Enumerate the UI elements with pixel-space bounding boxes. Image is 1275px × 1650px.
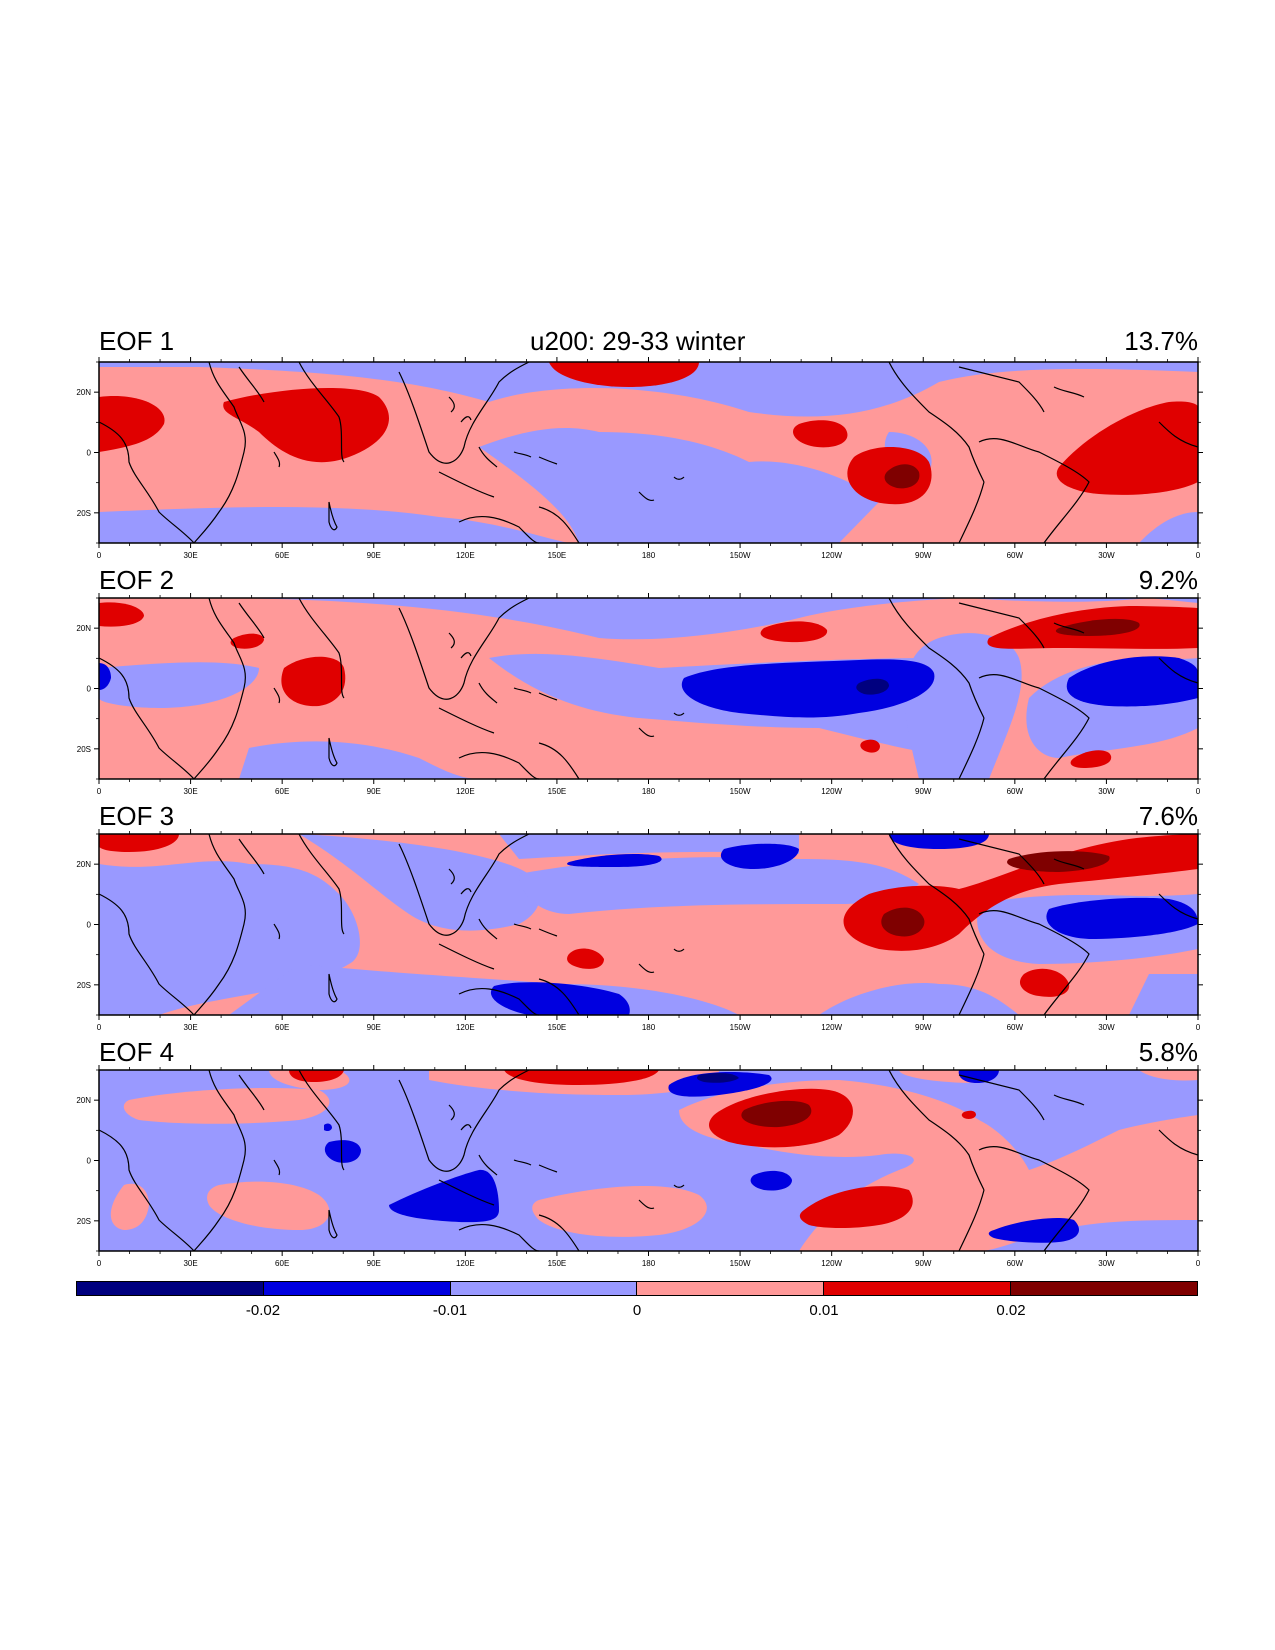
x-tick-label: 30W	[1098, 787, 1115, 796]
x-tick-label: 120W	[821, 1023, 842, 1032]
panel-label: EOF 1	[99, 326, 175, 356]
x-tick-label: 180	[642, 1023, 656, 1032]
x-tick-label: 120E	[456, 787, 475, 796]
x-tick-label: 0	[1196, 787, 1201, 796]
x-tick-label: 90W	[915, 787, 932, 796]
x-tick-label: 150W	[730, 551, 751, 560]
y-tick-label: 20N	[76, 624, 91, 633]
y-tick-label: 20S	[77, 509, 91, 518]
x-tick-label: 90E	[367, 1023, 381, 1032]
x-tick-label: 0	[97, 1259, 102, 1268]
x-tick-label: 30E	[183, 1023, 197, 1032]
colorbar-label: -0.02	[245, 1302, 281, 1319]
eof-map: 20N 0 20S 0 30E 60E 90E 120E 150E 180 150W 120W 90W…	[76, 1065, 1203, 1268]
x-tick-label: 60W	[1007, 1023, 1024, 1032]
colorbar-swatch	[824, 1282, 1012, 1295]
y-tick-label: 20S	[77, 981, 91, 990]
y-tick-label: 0	[87, 1157, 92, 1166]
x-tick-label: 90W	[915, 551, 932, 560]
x-tick-label: 150E	[548, 1259, 567, 1268]
y-tick-label: 20S	[77, 1217, 91, 1226]
y-tick-label: 20S	[77, 745, 91, 754]
colorbar	[76, 1281, 1198, 1296]
x-tick-label: 30W	[1098, 1259, 1115, 1268]
x-tick-label: 0	[97, 1023, 102, 1032]
x-tick-label: 150W	[730, 1259, 751, 1268]
y-tick-label: 0	[87, 685, 92, 694]
eof-map: 20N 0 20S 0 30E 60E 90E 120E 150E 180 150W 120W 90W…	[76, 829, 1203, 1032]
x-tick-label: 90E	[367, 1259, 381, 1268]
panel-variance: 5.8%	[1138, 1037, 1198, 1067]
panel-label: EOF 2	[99, 565, 175, 595]
x-tick-label: 30W	[1098, 551, 1115, 560]
panel-variance: 13.7%	[1124, 326, 1198, 356]
y-tick-label: 20N	[76, 860, 91, 869]
x-tick-label: 60E	[275, 1259, 289, 1268]
x-tick-label: 0	[1196, 1023, 1201, 1032]
eof-panel-3: EOF 3 7.6%	[76, 790, 1203, 1032]
colorbar-label: 0.01	[809, 1302, 839, 1319]
x-tick-label: 120W	[821, 551, 842, 560]
panel-label: EOF 3	[99, 801, 175, 831]
x-tick-label: 120E	[456, 1023, 475, 1032]
x-tick-label: 120W	[821, 1259, 842, 1268]
colorbar-swatch	[450, 1282, 638, 1295]
y-tick-label: 0	[87, 449, 92, 458]
x-tick-label: 0	[97, 787, 102, 796]
eof-panel-1: EOF 1 13.7%	[76, 318, 1203, 560]
x-tick-label: 60W	[1007, 787, 1024, 796]
main-title: u200: 29-33 winter	[530, 326, 746, 356]
eof-panel-2: EOF 2 9.2%	[76, 554, 1203, 796]
x-tick-label: 60W	[1007, 1259, 1024, 1268]
colorbar-swatch	[263, 1282, 451, 1295]
x-tick-label: 0	[97, 551, 102, 560]
colorbar-swatch	[77, 1282, 264, 1295]
x-tick-label: 150E	[548, 787, 567, 796]
x-tick-label: 30E	[183, 551, 197, 560]
x-tick-label: 180	[642, 551, 656, 560]
colorbar-label: 0.02	[996, 1302, 1026, 1319]
panel-variance: 9.2%	[1138, 565, 1198, 595]
x-tick-label: 60E	[275, 551, 289, 560]
x-tick-label: 30W	[1098, 1023, 1115, 1032]
x-tick-label: 150W	[730, 1023, 751, 1032]
eof-map: 20N 0 20S 0 30E 60E 90E 120E 150E 180 150W 120W 90W…	[76, 593, 1203, 796]
x-tick-label: 120E	[456, 1259, 475, 1268]
y-tick-label: 20N	[76, 1096, 91, 1105]
x-tick-label: 150W	[730, 787, 751, 796]
x-tick-label: 30E	[183, 787, 197, 796]
x-tick-label: 90W	[915, 1023, 932, 1032]
x-tick-label: 150E	[548, 1023, 567, 1032]
panel-variance: 7.6%	[1138, 801, 1198, 831]
y-tick-label: 0	[87, 921, 92, 930]
x-tick-label: 60E	[275, 787, 289, 796]
x-tick-label: 150E	[548, 551, 567, 560]
x-tick-label: 90E	[367, 551, 381, 560]
x-tick-label: 0	[1196, 1259, 1201, 1268]
colorbar-swatch	[1011, 1282, 1197, 1295]
colorbar-label: -0.01	[432, 1302, 468, 1319]
y-tick-label: 20N	[76, 388, 91, 397]
x-tick-label: 120E	[456, 551, 475, 560]
colorbar-label: 0	[632, 1302, 642, 1319]
x-tick-label: 60W	[1007, 551, 1024, 560]
x-tick-label: 30E	[183, 1259, 197, 1268]
x-tick-label: 120W	[821, 787, 842, 796]
panel-label: EOF 4	[99, 1037, 175, 1067]
x-tick-label: 60E	[275, 1023, 289, 1032]
x-tick-label: 90E	[367, 787, 381, 796]
eof-map: 20N 0 20S 0 30E 60E 90E 120E 150E 180 150W 120W 90W…	[76, 357, 1203, 560]
x-tick-label: 0	[1196, 551, 1201, 560]
x-tick-label: 180	[642, 787, 656, 796]
x-tick-label: 180	[642, 1259, 656, 1268]
x-tick-label: 90W	[915, 1259, 932, 1268]
eof-panel-4: EOF 4 5.8%	[76, 1026, 1203, 1268]
colorbar-swatch	[637, 1282, 825, 1295]
